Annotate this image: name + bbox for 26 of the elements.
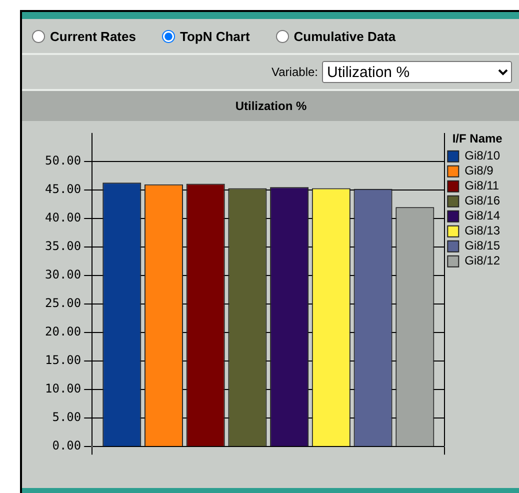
y-tick-label: 0.00 xyxy=(52,438,82,453)
legend-label: Gi8/15 xyxy=(464,238,500,253)
y-tick-label: 45.00 xyxy=(45,182,82,196)
legend-title: I/F Name xyxy=(452,131,503,146)
y-tick-label: 15.00 xyxy=(45,353,82,368)
text: Variable: xyxy=(272,65,318,79)
y-tick-label: 5.00 xyxy=(52,410,82,424)
legend-label: Gi8/14 xyxy=(464,208,500,223)
legend-label: Gi8/11 xyxy=(464,178,500,193)
y-tick-label: 50.00 xyxy=(45,154,82,168)
legend-label: Gi8/9 xyxy=(464,164,494,178)
text: Current Rates xyxy=(50,28,136,44)
text: TopN Chart xyxy=(180,28,250,44)
y-tick-label: 30.00 xyxy=(45,268,82,282)
legend-label: Gi8/12 xyxy=(464,254,500,268)
legend-label: Gi8/16 xyxy=(464,194,500,208)
chart-title: Utilization % xyxy=(22,91,519,121)
y-tick-label: 40.00 xyxy=(45,210,82,225)
y-tick-label: 25.00 xyxy=(45,296,82,310)
text: Cumulative Data xyxy=(294,28,396,44)
y-tick-label: 10.00 xyxy=(45,382,82,396)
legend-label: Gi8/13 xyxy=(464,224,500,238)
y-tick-label: 20.00 xyxy=(45,324,82,339)
y-tick-label: 35.00 xyxy=(45,239,82,254)
legend-label: Gi8/10 xyxy=(464,148,500,163)
text: Utilization % xyxy=(322,61,512,83)
